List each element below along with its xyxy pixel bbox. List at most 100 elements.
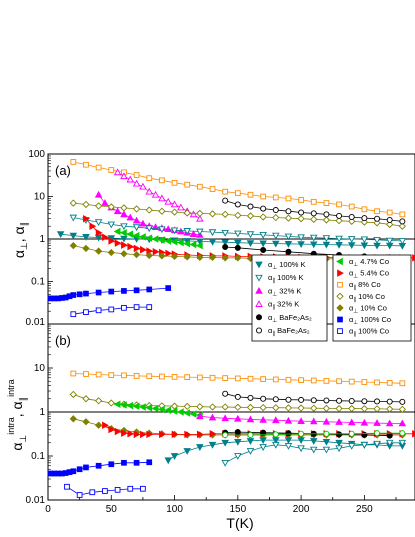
data-point [69, 199, 77, 207]
y-tick-label: 10 [34, 363, 46, 374]
data-point [170, 453, 179, 460]
data-point [234, 375, 241, 382]
data-point [234, 403, 242, 411]
data-point [158, 252, 166, 260]
data-point [234, 211, 242, 219]
legend-marker [337, 281, 343, 288]
data-point [95, 371, 102, 378]
data-point [260, 429, 267, 436]
legend-label: α⊥ 4.7% Co [349, 257, 389, 268]
data-point [272, 240, 280, 248]
data-point [132, 179, 141, 187]
data-point [145, 225, 154, 233]
y-tick-label: 1 [39, 407, 45, 418]
series-orange_perp [70, 159, 406, 218]
data-point [285, 248, 292, 255]
data-point [373, 405, 381, 413]
data-point [107, 248, 115, 257]
data-point [164, 197, 172, 205]
data-point [310, 198, 317, 205]
legend-entry: α∥ 100% Co [337, 327, 389, 338]
data-point [310, 210, 317, 217]
legend-marker [256, 314, 263, 321]
data-point [176, 238, 184, 247]
data-point [76, 466, 83, 473]
data-point [309, 417, 318, 425]
data-point [126, 213, 135, 221]
legend-label: α⊥ BaFe₂As₂ [268, 313, 312, 324]
data-point [323, 397, 330, 404]
data-point [183, 253, 191, 261]
series-teal_fill_perp [164, 437, 407, 465]
data-point [121, 304, 127, 311]
data-point [82, 200, 90, 209]
data-point [412, 430, 415, 438]
legend-label: α⊥ 32% K [268, 286, 301, 297]
legend-label: α⊥ 100% K [268, 260, 306, 271]
legend-entry: α⊥ 100% Co [337, 315, 391, 326]
data-point [113, 227, 121, 236]
data-point [360, 418, 369, 426]
data-point [234, 190, 241, 196]
data-point [94, 234, 103, 242]
data-point [284, 416, 293, 424]
data-point [399, 430, 406, 437]
y-tick-label: 0.1 [31, 451, 45, 462]
data-point [183, 409, 191, 417]
data-point [298, 377, 304, 383]
data-point [222, 375, 229, 381]
data-point [284, 404, 293, 412]
data-point [297, 404, 305, 412]
data-point [360, 405, 369, 413]
x-axis-title: T(K) [226, 515, 253, 531]
data-point [108, 306, 115, 313]
legend-entry: α⊥ 10% Co [336, 303, 387, 314]
legend-marker [337, 269, 344, 277]
data-point [76, 492, 83, 498]
data-point [347, 236, 356, 243]
data-point [208, 229, 217, 237]
data-point [348, 217, 356, 226]
data-point [158, 207, 166, 215]
data-point [309, 241, 318, 249]
data-point [322, 235, 331, 243]
data-point [398, 238, 407, 245]
data-point [82, 418, 90, 426]
series-olive_open_perp [69, 199, 406, 230]
data-point [399, 218, 406, 225]
data-point [170, 208, 179, 216]
data-point [412, 254, 415, 262]
legend-label: α⊥ 100% Co [349, 315, 391, 326]
data-point [120, 250, 128, 258]
data-point [221, 239, 229, 247]
data-point [361, 379, 368, 385]
data-point [197, 183, 203, 190]
legend-entry: α∥ 32% K [255, 300, 299, 311]
data-point [284, 233, 293, 241]
data-point [335, 235, 343, 243]
data-point [121, 372, 127, 379]
data-point [221, 210, 229, 218]
data-point [94, 247, 103, 255]
data-point [272, 416, 280, 424]
series-green_open_perp [222, 430, 406, 439]
data-point [196, 209, 204, 218]
data-point [247, 203, 254, 210]
data-point [386, 432, 393, 439]
data-point [272, 396, 279, 403]
data-point [399, 398, 406, 405]
data-point [284, 214, 293, 222]
legend-left-box [251, 254, 328, 342]
data-point [234, 239, 242, 247]
data-point [70, 159, 77, 165]
data-point [189, 210, 198, 218]
data-point [260, 376, 266, 382]
series-mag_fill_perp [196, 412, 407, 427]
series-teal_fill_perp [56, 231, 407, 250]
data-point [94, 397, 103, 405]
data-point [107, 221, 116, 229]
data-point [297, 437, 305, 445]
data-point [170, 227, 179, 235]
data-point [127, 485, 134, 492]
data-point [335, 418, 343, 425]
